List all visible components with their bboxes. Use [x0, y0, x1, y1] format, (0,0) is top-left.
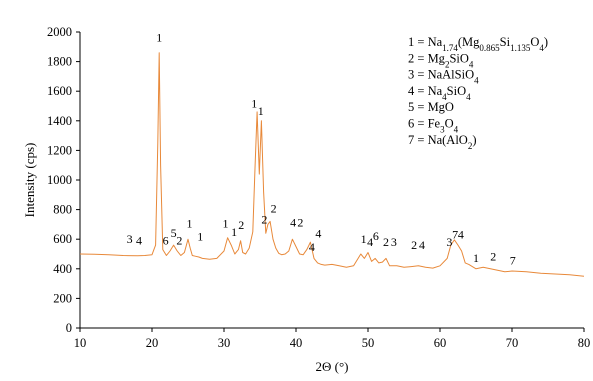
- peak-label: 4: [136, 233, 142, 247]
- x-tick-label: 20: [146, 336, 159, 350]
- y-tick-label: 800: [53, 203, 72, 217]
- peak-label: 5: [171, 226, 177, 240]
- peak-label: 1: [473, 251, 479, 265]
- peak-label: 4: [367, 235, 373, 249]
- xrd-pattern-line: [79, 52, 585, 277]
- peak-label: 1: [231, 225, 237, 239]
- x-tick-label: 10: [74, 336, 87, 350]
- x-axis-ticks: 10 20 30 40 50 60 70 80: [74, 328, 591, 350]
- peak-label: 1: [197, 230, 203, 244]
- peak-label: 1: [251, 96, 257, 110]
- peak-label: 7: [510, 253, 516, 267]
- x-tick-label: 40: [290, 336, 303, 350]
- y-tick-label: 1600: [47, 84, 72, 98]
- peak-label: 4: [290, 216, 296, 230]
- peak-label: 2: [238, 218, 244, 232]
- x-tick-label: 50: [362, 336, 375, 350]
- peak-label: 4: [458, 227, 464, 241]
- legend-entry: 4 = Na4SiO4: [408, 84, 471, 102]
- peak-label: 6: [373, 229, 379, 243]
- y-tick-label: 1200: [47, 143, 72, 157]
- y-tick-label: 600: [53, 232, 72, 246]
- y-tick-label: 200: [53, 291, 72, 305]
- x-tick-label: 30: [218, 336, 231, 350]
- x-tick-label: 60: [434, 336, 447, 350]
- legend-entry: 6 = Fe3O4: [408, 117, 459, 135]
- peak-label: 3: [391, 235, 397, 249]
- y-axis-ticks: 0 200 400 600 800 1000 1200 1400 1600 1800 2000: [47, 25, 80, 335]
- peak-label: 4: [315, 227, 321, 241]
- y-axis-title: Intensity (cps): [22, 143, 37, 218]
- peak-label: 1: [156, 31, 162, 45]
- peak-label: 2: [411, 238, 417, 252]
- peak-label: 1: [186, 216, 192, 230]
- legend: 1 = Na1.74(Mg0.865Si1.135O4)2 = Mg2SiO43…: [408, 35, 548, 151]
- y-tick-label: 1800: [47, 55, 72, 69]
- legend-entry: 7 = Na(AlO2): [408, 133, 477, 151]
- peak-label: 2: [490, 250, 496, 264]
- x-tick-label: 70: [506, 336, 519, 350]
- peak-label: 4: [309, 240, 315, 254]
- axes: [79, 32, 584, 329]
- legend-entry: 1 = Na1.74(Mg0.865Si1.135O4): [408, 35, 548, 53]
- peak-label: 4: [419, 238, 425, 252]
- y-tick-label: 1400: [47, 114, 72, 128]
- peak-label: 1: [222, 216, 228, 230]
- legend-entry: 5 = MgO: [408, 100, 454, 114]
- y-tick-label: 400: [53, 262, 72, 276]
- peak-label: 6: [163, 233, 169, 247]
- peak-label: 2: [261, 213, 267, 227]
- peak-label: 7: [452, 227, 458, 241]
- peak-label: 2: [271, 202, 277, 216]
- x-tick-label: 80: [578, 336, 591, 350]
- y-tick-label: 2000: [47, 25, 72, 39]
- peak-label: 3: [127, 232, 133, 246]
- peak-label: 2: [176, 233, 182, 247]
- legend-entry: 3 = NaAlSiO4: [408, 68, 479, 86]
- y-tick-label: 0: [66, 321, 72, 335]
- peak-label: 1: [258, 104, 264, 118]
- peak-label: 1: [361, 232, 367, 246]
- peak-label: 2: [383, 235, 389, 249]
- x-axis-title: 2Θ (°): [316, 359, 349, 374]
- peak-label: 3: [446, 235, 452, 249]
- peak-label: 2: [297, 216, 303, 230]
- y-tick-label: 1000: [47, 173, 72, 187]
- legend-entry: 2 = Mg2SiO4: [408, 51, 474, 69]
